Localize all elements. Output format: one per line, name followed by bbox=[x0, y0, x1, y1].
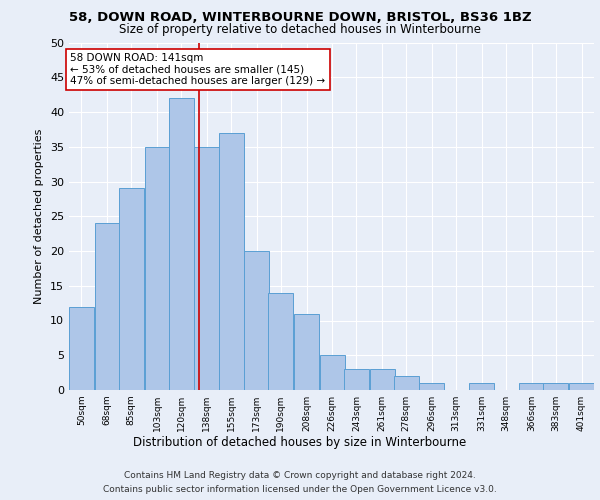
Bar bbox=[370, 369, 395, 390]
Bar bbox=[95, 223, 119, 390]
Bar bbox=[320, 355, 344, 390]
Bar bbox=[145, 147, 169, 390]
Text: Contains public sector information licensed under the Open Government Licence v3: Contains public sector information licen… bbox=[103, 484, 497, 494]
Bar bbox=[119, 188, 144, 390]
Bar bbox=[69, 306, 94, 390]
Bar bbox=[268, 292, 293, 390]
Bar bbox=[394, 376, 419, 390]
Bar bbox=[194, 147, 220, 390]
Bar bbox=[169, 98, 194, 390]
Text: Distribution of detached houses by size in Winterbourne: Distribution of detached houses by size … bbox=[133, 436, 467, 449]
Y-axis label: Number of detached properties: Number of detached properties bbox=[34, 128, 44, 304]
Bar bbox=[544, 383, 568, 390]
Text: 58, DOWN ROAD, WINTERBOURNE DOWN, BRISTOL, BS36 1BZ: 58, DOWN ROAD, WINTERBOURNE DOWN, BRISTO… bbox=[68, 11, 532, 24]
Bar bbox=[344, 369, 369, 390]
Bar bbox=[244, 251, 269, 390]
Text: Contains HM Land Registry data © Crown copyright and database right 2024.: Contains HM Land Registry data © Crown c… bbox=[124, 472, 476, 480]
Bar bbox=[469, 383, 494, 390]
Text: 58 DOWN ROAD: 141sqm
← 53% of detached houses are smaller (145)
47% of semi-deta: 58 DOWN ROAD: 141sqm ← 53% of detached h… bbox=[70, 53, 326, 86]
Bar bbox=[419, 383, 445, 390]
Text: Size of property relative to detached houses in Winterbourne: Size of property relative to detached ho… bbox=[119, 22, 481, 36]
Bar bbox=[519, 383, 544, 390]
Bar bbox=[569, 383, 594, 390]
Bar bbox=[218, 133, 244, 390]
Bar bbox=[294, 314, 319, 390]
